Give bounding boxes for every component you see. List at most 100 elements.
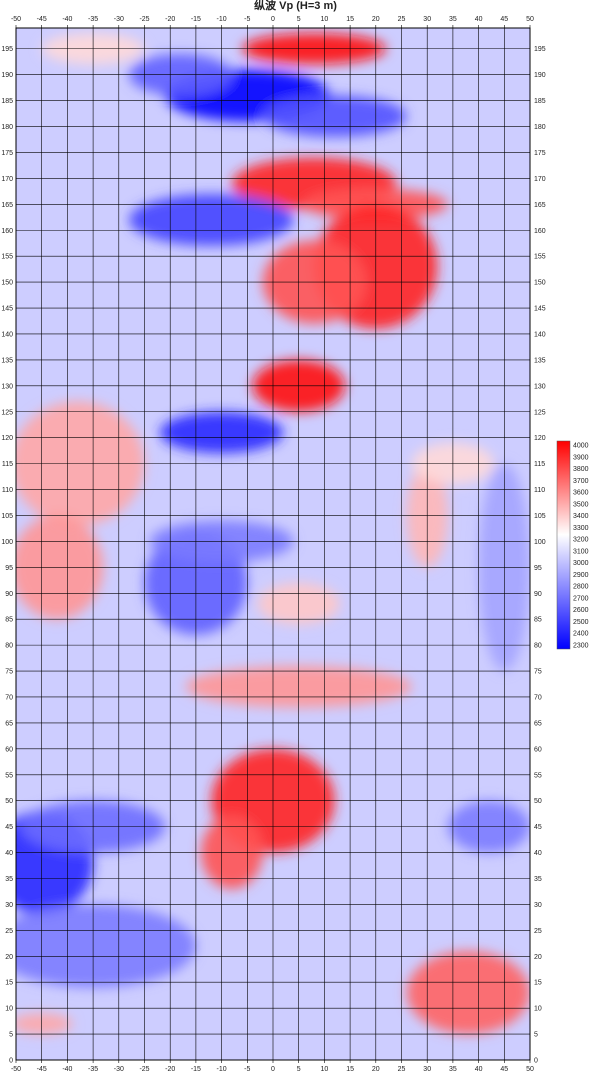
colorbar-label: 3500 (573, 501, 589, 508)
colorbar-label: 2600 (573, 607, 589, 614)
chart-title: 纵波 Vp (H=3 m) (254, 0, 337, 12)
y-tick-label-right: 90 (534, 591, 542, 598)
y-tick-label-right: 140 (534, 331, 546, 338)
velocity-anomaly (16, 1013, 73, 1035)
colorbar: 4000 3900 3800 3700 3600 3500 3400 3300 3200 3100… (556, 440, 589, 650)
y-tick-label-left: 85 (5, 617, 13, 624)
x-tick-label-bottom: -5 (244, 1066, 250, 1073)
y-tick-label-right: 195 (534, 46, 546, 53)
colorbar-label: 3700 (573, 478, 589, 485)
x-tick-label-bottom: -45 (37, 1066, 47, 1073)
y-tick-label-right: 80 (534, 643, 542, 650)
y-tick-label-right: 50 (534, 798, 542, 805)
y-tick-label-right: 145 (534, 306, 546, 313)
y-tick-label-left: 115 (2, 461, 13, 468)
colorbar-label: 2300 (573, 643, 589, 650)
y-tick-label-right: 65 (534, 720, 542, 727)
y-tick-label-right: 100 (534, 539, 546, 546)
x-tick-label-top: -45 (37, 16, 47, 23)
x-tick-label-bottom: 0 (271, 1066, 275, 1073)
y-tick-label-left: 25 (5, 928, 13, 935)
y-tick-label-left: 90 (5, 591, 13, 598)
y-tick-label-right: 120 (534, 435, 546, 442)
velocity-anomaly (129, 193, 294, 246)
colorbar-label: 3800 (573, 466, 589, 473)
x-tick-label-top: 15 (346, 16, 354, 23)
colorbar-label: 3300 (573, 525, 589, 532)
y-tick-label-right: 75 (534, 669, 542, 676)
colorbar-gradient (556, 440, 571, 650)
x-tick-label-top: 50 (526, 16, 534, 23)
x-tick-label-top: -40 (62, 16, 72, 23)
y-tick-label-left: 185 (1, 98, 13, 105)
y-tick-label-left: 175 (1, 150, 13, 157)
y-tick-label-left: 170 (1, 176, 13, 183)
y-tick-label-right: 135 (534, 357, 546, 364)
y-tick-label-left: 5 (9, 1032, 13, 1039)
y-tick-label-left: 145 (1, 306, 13, 313)
y-tick-label-left: 165 (1, 202, 13, 209)
y-tick-label-right: 175 (534, 150, 546, 157)
x-tick-label-bottom: 40 (475, 1066, 483, 1073)
x-tick-label-bottom: 10 (321, 1066, 329, 1073)
y-tick-label-left: 80 (5, 643, 13, 650)
y-tick-label-right: 0 (534, 1058, 538, 1065)
y-tick-label-left: 35 (5, 876, 13, 883)
y-tick-label-left: 60 (5, 746, 13, 753)
y-tick-label-left: 95 (5, 565, 13, 572)
y-tick-label-left: 155 (1, 254, 13, 261)
x-tick-label-top: -5 (244, 16, 250, 23)
x-tick-label-top: -10 (217, 16, 227, 23)
colorbar-label: 3600 (573, 490, 589, 497)
y-tick-label-left: 70 (5, 694, 13, 701)
y-tick-label-right: 95 (534, 565, 542, 572)
x-tick-label-top: -15 (191, 16, 201, 23)
axes: -50-50-45-45-40-40-35-35-30-30-25-25-20-… (1, 16, 545, 1073)
y-tick-label-left: 30 (5, 902, 13, 909)
y-tick-label-right: 115 (534, 461, 545, 468)
y-tick-label-left: 45 (5, 824, 13, 831)
colorbar-label: 2900 (573, 572, 589, 579)
colorbar-label: 2400 (573, 631, 589, 638)
y-tick-label-left: 120 (1, 435, 13, 442)
colorbar-label: 3200 (573, 537, 589, 544)
y-tick-label-left: 190 (1, 72, 13, 79)
y-tick-label-right: 15 (534, 980, 542, 987)
x-tick-label-bottom: -40 (62, 1066, 72, 1073)
y-tick-label-right: 110 (534, 487, 545, 494)
y-tick-label-right: 165 (534, 202, 546, 209)
y-tick-label-right: 150 (534, 280, 546, 287)
y-tick-label-left: 100 (1, 539, 13, 546)
y-tick-label-left: 135 (1, 357, 13, 364)
y-tick-label-right: 45 (534, 824, 542, 831)
y-tick-label-right: 55 (534, 772, 542, 779)
x-tick-label-bottom: 30 (423, 1066, 431, 1073)
y-tick-label-left: 55 (5, 772, 13, 779)
x-tick-label-bottom: 50 (526, 1066, 534, 1073)
y-tick-label-right: 185 (534, 98, 546, 105)
x-tick-label-bottom: -10 (217, 1066, 227, 1073)
y-tick-label-left: 195 (1, 46, 13, 53)
x-tick-label-top: 45 (500, 16, 508, 23)
y-tick-label-right: 40 (534, 850, 542, 857)
y-tick-label-left: 20 (5, 954, 13, 961)
y-tick-label-right: 125 (534, 409, 546, 416)
colorbar-label: 3100 (573, 548, 589, 555)
y-tick-label-right: 85 (534, 617, 542, 624)
x-tick-label-top: -25 (139, 16, 149, 23)
y-tick-label-left: 50 (5, 798, 13, 805)
y-tick-label-left: 125 (1, 409, 13, 416)
y-tick-label-left: 110 (2, 487, 13, 494)
x-tick-label-bottom: -15 (191, 1066, 201, 1073)
x-tick-label-bottom: -25 (139, 1066, 149, 1073)
x-tick-label-top: 0 (271, 16, 275, 23)
x-tick-label-top: 20 (372, 16, 380, 23)
grid-lines (15, 28, 531, 1061)
x-tick-label-bottom: -35 (88, 1066, 98, 1073)
y-tick-label-left: 140 (1, 331, 13, 338)
x-tick-label-bottom: 45 (500, 1066, 508, 1073)
colorbar-label: 3900 (573, 454, 589, 461)
y-tick-label-right: 30 (534, 902, 542, 909)
y-tick-label-left: 0 (9, 1058, 13, 1065)
y-tick-label-left: 160 (1, 228, 13, 235)
